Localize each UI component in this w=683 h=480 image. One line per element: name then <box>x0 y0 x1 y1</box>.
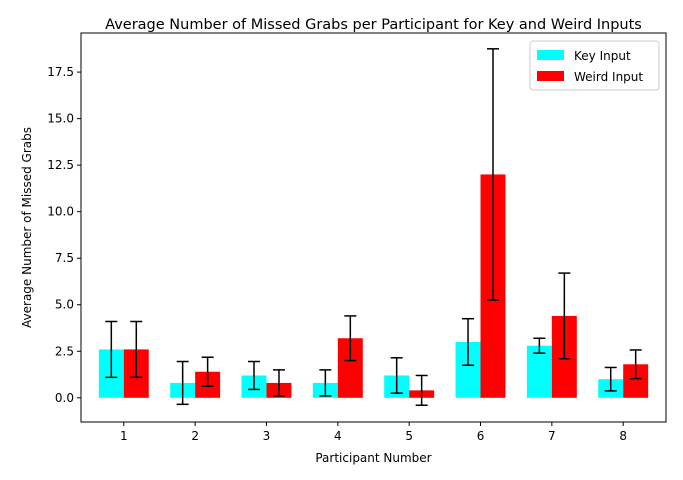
y-tick-label: 12.5 <box>47 158 74 172</box>
y-tick-label: 15.0 <box>47 112 74 126</box>
x-tick-label: 3 <box>263 429 271 443</box>
x-tick-label: 2 <box>191 429 199 443</box>
error-bar <box>415 374 428 406</box>
error-bar <box>604 366 617 392</box>
error-bar <box>130 320 143 379</box>
legend-label: Key Input <box>574 49 631 63</box>
legend-label: Weird Input <box>574 70 643 84</box>
error-bar <box>319 369 332 397</box>
y-tick-label: 7.5 <box>55 251 74 265</box>
error-bar <box>248 360 261 391</box>
error-bar <box>462 317 475 366</box>
error-bar <box>390 357 403 394</box>
x-tick-label: 4 <box>334 429 342 443</box>
plot-bars <box>98 174 649 398</box>
error-bars <box>105 48 642 406</box>
y-axis-label: Average Number of Missed Grabs <box>20 127 34 328</box>
error-bar <box>629 349 642 380</box>
chart-title: Average Number of Missed Grabs per Parti… <box>105 17 642 33</box>
x-tick-label: 5 <box>405 429 413 443</box>
y-axis: 0.0 2.5 5.0 7.5 10.0 12.5 15.0 17.5 <box>47 65 81 405</box>
legend: Key Input Weird Input <box>529 40 660 91</box>
error-bar <box>533 337 546 354</box>
x-tick-label: 8 <box>619 429 627 443</box>
error-bar <box>201 356 214 388</box>
error-bar <box>486 48 499 301</box>
x-tick-label: 6 <box>477 429 485 443</box>
y-tick-label: 5.0 <box>55 298 74 312</box>
x-axis: 1 2 3 4 5 6 7 8 <box>120 422 627 443</box>
legend-swatch <box>537 71 564 81</box>
x-tick-label: 7 <box>548 429 556 443</box>
legend-swatch <box>537 50 564 60</box>
x-tick-label: 1 <box>120 429 128 443</box>
bar <box>526 345 552 398</box>
x-axis-label: Participant Number <box>315 451 431 465</box>
plot-frame <box>80 32 667 423</box>
y-tick-label: 17.5 <box>47 65 74 79</box>
error-bar <box>272 369 285 397</box>
y-tick-label: 10.0 <box>47 205 74 219</box>
y-tick-label: 2.5 <box>55 344 74 358</box>
error-bar <box>558 272 571 360</box>
error-bar <box>176 360 189 406</box>
y-tick-label: 0.0 <box>55 391 74 405</box>
error-bar <box>344 315 357 362</box>
error-bar <box>105 320 118 379</box>
